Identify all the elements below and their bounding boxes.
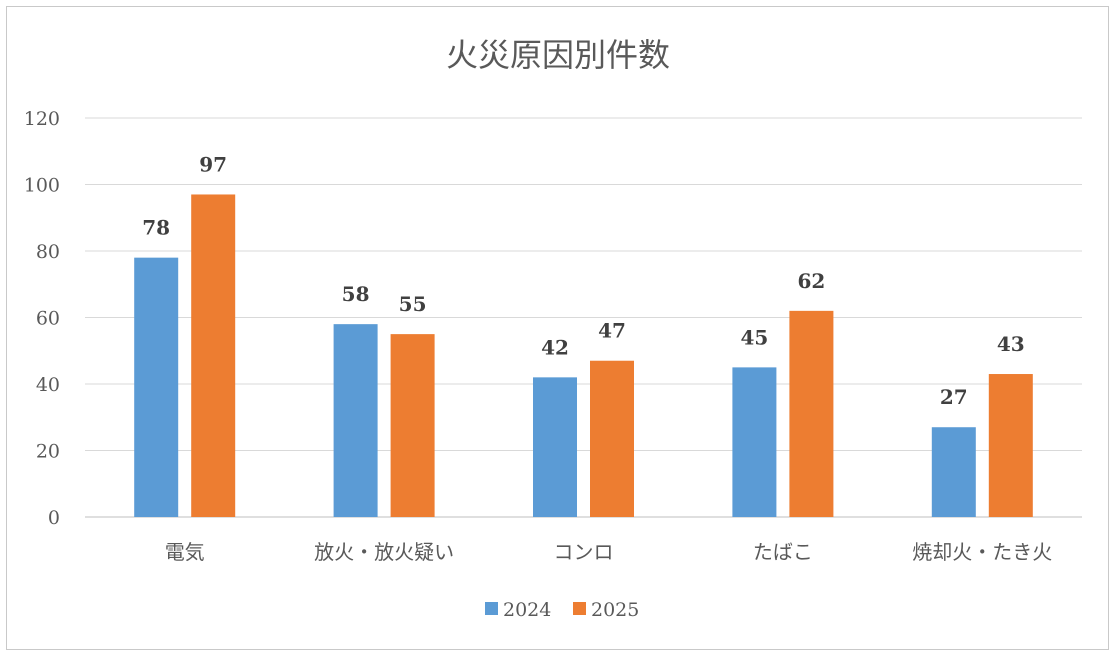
bars	[134, 194, 1033, 517]
y-tick-label: 20	[36, 441, 60, 463]
data-labels: 78 97 58 55 42 47 45 62 27 43	[142, 152, 1024, 409]
y-tick-label: 0	[48, 507, 60, 529]
bar-2025	[988, 374, 1033, 517]
bar-2025	[789, 310, 834, 517]
category-label: コンロ	[554, 540, 614, 564]
chart-title: 火災原因別件数	[446, 36, 670, 74]
data-label: 42	[541, 335, 569, 359]
category-label: 電気	[165, 540, 205, 564]
bar-2024	[732, 367, 777, 517]
bar-2024	[931, 427, 976, 517]
bar-2024	[333, 324, 378, 517]
data-label: 47	[598, 319, 626, 343]
bar-2025	[590, 360, 634, 517]
data-label: 78	[142, 216, 170, 240]
y-tick-label: 120	[24, 108, 60, 130]
data-label: 62	[797, 269, 825, 293]
category-label: 放火・放火疑い	[314, 540, 454, 564]
bar-2025	[191, 194, 236, 517]
legend-label: 2024	[503, 599, 551, 621]
x-axis-categories: 電気 放火・放火疑い コンロ たばこ 焼却火・たき火	[165, 540, 1053, 564]
data-label: 43	[997, 332, 1025, 356]
data-label: 55	[399, 292, 427, 316]
data-label: 27	[940, 385, 968, 409]
y-tick-label: 40	[36, 374, 60, 396]
gridlines	[85, 117, 1082, 518]
legend: 2024 2025	[485, 599, 639, 621]
bar-2025	[390, 334, 435, 517]
legend-swatch-2025	[573, 602, 586, 615]
legend-label: 2025	[591, 599, 639, 621]
legend-swatch-2024	[485, 602, 498, 615]
data-label: 97	[199, 152, 227, 176]
y-tick-label: 100	[24, 175, 60, 197]
category-label: 焼却火・たき火	[912, 540, 1052, 564]
bar-2024	[533, 377, 577, 517]
category-label: たばこ	[753, 540, 813, 564]
chart-frame	[6, 6, 1109, 650]
y-tick-label: 80	[36, 241, 60, 263]
y-axis-ticks: 0 20 40 60 80 100 120	[24, 108, 60, 529]
data-label: 58	[342, 282, 370, 306]
data-label: 45	[740, 325, 768, 349]
bar-2024	[134, 257, 179, 517]
y-tick-label: 60	[36, 308, 60, 330]
